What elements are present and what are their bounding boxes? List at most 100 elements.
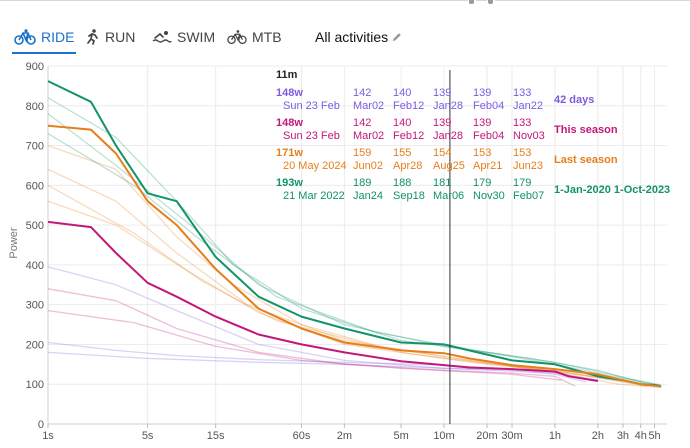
legend-value: 153 [513,147,531,159]
x-tick-label: 5m [393,430,408,442]
y-tick-label: 800 [26,101,44,113]
y-tick-label: 0 [38,419,44,431]
swimmer-icon [152,31,172,43]
legend-best-value: 193w [276,177,303,189]
series-line-season[interactable] [47,309,562,381]
legend-value: 142 [353,117,371,129]
legend-date: Feb07 [513,190,544,202]
legend-best-date: Sun 23 Feb [283,130,340,142]
legend-value: 179 [473,177,491,189]
legend-value: 159 [353,147,371,159]
legend-date: Jun02 [353,160,383,172]
legend-series-name[interactable]: Last season [554,154,618,166]
legend-date: Sep18 [393,190,425,202]
legend-best-date: 20 May 2024 [283,160,347,172]
legend-date: Feb12 [393,100,424,112]
legend-series-name[interactable]: This season [554,124,618,136]
series-line-days42[interactable] [47,266,599,381]
legend-date: Aug25 [433,160,465,172]
tab-run[interactable]: RUN [86,22,135,52]
legend-best-date: 21 Mar 2022 [283,190,345,202]
x-tick-label: 2h [592,430,604,442]
activity-filter[interactable]: All activities [315,22,402,52]
grid-lines [47,65,667,425]
legend-value: 140 [393,87,411,99]
cursor-label: 11m [276,69,298,81]
series-bold [47,80,662,388]
legend-best-value: 148w [276,87,303,99]
legend-date: Jan22 [513,100,543,112]
legend-date: Feb04 [473,130,504,142]
series-line-range[interactable] [47,133,662,387]
x-tick-label: 1s [42,430,54,442]
y-tick-label: 600 [26,180,44,192]
legend-value: 139 [473,87,491,99]
x-tick-label: 2m [337,430,352,442]
divider-right [495,0,690,1]
y-tick-label: 500 [26,220,44,232]
divider-mid [476,0,487,1]
y-tick-label: 300 [26,300,44,312]
series-line-last_season[interactable] [47,144,648,387]
series-line-last_season[interactable] [47,200,658,387]
legend-date: Nov03 [513,130,545,142]
series-line-last_season-best[interactable] [47,124,662,388]
x-tick-label: 30m [501,430,522,442]
legend-series-name[interactable]: 1-Jan-2020 1-Oct-2023 [554,184,670,196]
legend-date: Apr21 [473,160,502,172]
tab-run-label: RUN [105,29,136,45]
mountain-bike-icon [227,30,247,44]
activity-filter-label: All activities [315,29,389,45]
pencil-icon [393,33,401,41]
legend-value: 179 [513,177,531,189]
legend-date: Jun23 [513,160,543,172]
legend-date: Jan24 [353,190,383,202]
tab-swim-label: SWIM [177,29,216,45]
sport-tabs: RIDE RUN SWIM MTB [0,22,690,54]
x-axis-ticks: 1s 5s 15s 60s 2m 5m 10m 20m 30m 1h 2h 3h 4h 5h [42,424,661,442]
x-tick-label: 10m [433,430,454,442]
y-tick-label: 900 [26,61,44,73]
legend-series-name[interactable]: 42 days [554,94,594,106]
bike-icon [14,29,36,45]
series-line-range[interactable] [47,113,648,385]
tab-ride-label: RIDE [41,29,75,45]
x-tick-label: 5s [142,430,154,442]
legend-best-value: 171w [276,147,303,159]
legend-date: Mar02 [353,100,384,112]
legend-value: 139 [433,117,451,129]
legend-value: 189 [353,177,371,189]
legend-date: Jan28 [433,130,463,142]
y-axis-ticks: 0 100 200 300 400 500 600 700 800 900 [26,61,44,431]
active-tab-underline [12,52,77,54]
series-line-last_season[interactable] [47,184,662,389]
tab-ride[interactable]: RIDE [12,22,77,54]
legend-value: 188 [393,177,411,189]
series-line-days42[interactable] [47,351,587,383]
series-light [47,97,662,389]
legend-date: Mar02 [353,130,384,142]
tab-mtb[interactable]: MTB [227,22,282,52]
legend-value: 153 [473,147,491,159]
legend-date: Feb04 [473,100,504,112]
series-line-season-best[interactable] [47,220,599,382]
legend-value: 181 [433,177,451,189]
y-tick-label: 400 [26,260,44,272]
legend-date: Apr28 [393,160,422,172]
legend-value: 155 [393,147,411,159]
scroll-indicator-dot [488,0,493,4]
legend-date: Nov30 [473,190,505,202]
x-tick-label: 1h [549,430,561,442]
x-tick-label: 60s [293,430,311,442]
legend-date: Mar06 [433,190,464,202]
x-tick-label: 20m [476,430,497,442]
tab-swim[interactable]: SWIM [152,22,215,52]
series-line-range[interactable] [47,97,662,386]
series-line-season[interactable] [47,288,576,387]
x-tick-label: 15s [207,430,225,442]
y-axis-label: Power [8,227,20,259]
legend-value: 139 [473,117,491,129]
legend-best-value: 148w [276,117,303,129]
